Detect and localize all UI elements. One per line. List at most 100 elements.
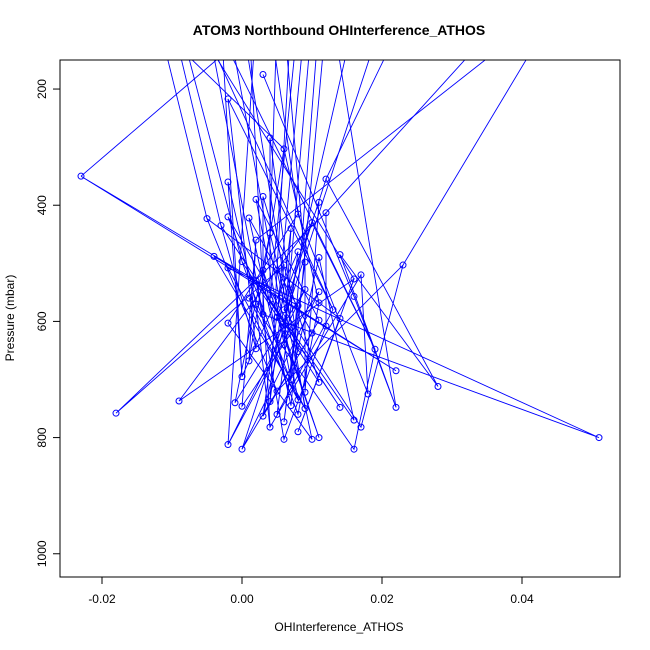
data-point — [217, 222, 225, 230]
series-line-offscale — [275, 60, 299, 215]
series-line-offscale — [167, 60, 208, 219]
data-point — [280, 145, 288, 153]
data-point — [357, 423, 365, 431]
data-point — [322, 175, 330, 183]
data-point — [252, 277, 260, 285]
y-tick-label: 600 — [35, 311, 49, 331]
x-tick-label: 0.00 — [230, 592, 254, 606]
data-point — [175, 397, 183, 405]
data-point — [273, 266, 281, 274]
x-tick-label: -0.02 — [88, 592, 116, 606]
data-point — [266, 296, 274, 304]
series-line-offscale — [191, 60, 285, 150]
data-point — [308, 435, 316, 443]
data-point — [280, 341, 288, 349]
data-point — [322, 209, 330, 217]
data-point — [357, 271, 365, 279]
data-point — [259, 71, 267, 79]
series-line-offscale — [255, 60, 486, 241]
series-line-offscale — [325, 60, 385, 180]
series-line-offscale — [181, 60, 222, 226]
data-point — [252, 195, 260, 203]
series-line-offscale — [227, 60, 254, 445]
data-point — [252, 300, 260, 308]
data-point — [238, 373, 246, 381]
data-point — [287, 375, 295, 383]
data-point — [287, 323, 295, 331]
data-point — [266, 229, 274, 237]
data-point — [308, 329, 316, 337]
data-point — [364, 390, 372, 398]
data-point — [294, 210, 302, 218]
data-point — [322, 322, 330, 330]
data-point — [392, 403, 400, 411]
data-point — [273, 410, 281, 418]
data-point — [266, 134, 274, 142]
data-point — [329, 306, 337, 314]
data-point — [294, 428, 302, 436]
data-point — [224, 441, 232, 449]
data-point — [77, 172, 85, 180]
series-line-offscale — [276, 60, 302, 318]
data-point — [238, 445, 246, 453]
data-point — [238, 258, 246, 266]
data-point — [336, 315, 344, 322]
series-line-offscale — [250, 60, 271, 428]
series-line-offscale — [402, 60, 527, 266]
y-tick-label: 800 — [35, 427, 49, 447]
data-layer — [77, 60, 603, 453]
data-point — [392, 367, 400, 375]
data-point — [350, 292, 358, 300]
data-point — [238, 402, 246, 410]
data-point — [301, 388, 309, 396]
series-line-offscale — [217, 60, 355, 280]
x-axis-label: OHInterference_ATHOS — [274, 620, 403, 634]
data-point — [259, 310, 267, 318]
data-point — [224, 213, 232, 221]
data-point — [315, 378, 323, 386]
data-point — [203, 215, 211, 223]
data-point — [294, 248, 302, 256]
data-point — [266, 423, 274, 431]
data-point — [259, 412, 267, 420]
data-point — [350, 275, 358, 283]
data-point — [280, 306, 288, 314]
data-point — [308, 219, 316, 227]
data-point — [231, 399, 239, 407]
data-point — [315, 299, 323, 307]
data-point — [252, 236, 260, 244]
y-tick-label: 200 — [35, 79, 49, 99]
data-point — [294, 410, 302, 418]
data-point — [273, 313, 281, 321]
data-point — [259, 193, 267, 201]
data-point — [294, 396, 302, 404]
data-point — [273, 387, 281, 395]
series-line-offscale — [217, 60, 334, 310]
data-point — [336, 251, 344, 259]
data-point — [112, 409, 120, 417]
y-axis-label: Pressure (mbar) — [3, 275, 17, 362]
data-point — [259, 266, 267, 274]
data-point — [224, 178, 232, 186]
data-point — [315, 288, 323, 296]
series-line-offscale — [276, 60, 290, 271]
y-axis: 200 400 600 800 1000 — [35, 79, 61, 567]
data-point — [301, 285, 309, 293]
series-line-offscale — [241, 60, 370, 450]
data-point — [224, 95, 232, 103]
data-point — [210, 252, 218, 260]
data-point — [371, 345, 379, 353]
data-point — [595, 434, 603, 442]
data-point — [224, 264, 232, 272]
series-line — [80, 74, 600, 451]
data-point — [399, 261, 407, 269]
data-point — [266, 398, 274, 406]
series-line-offscale — [339, 60, 397, 408]
y-tick-label: 400 — [35, 195, 49, 215]
data-point — [252, 345, 260, 353]
x-axis: -0.02 0.00 0.02 0.04 — [88, 576, 534, 606]
data-point — [280, 418, 288, 426]
data-point — [336, 403, 344, 411]
x-tick-label: 0.04 — [510, 592, 534, 606]
series-line-offscale — [80, 60, 218, 177]
